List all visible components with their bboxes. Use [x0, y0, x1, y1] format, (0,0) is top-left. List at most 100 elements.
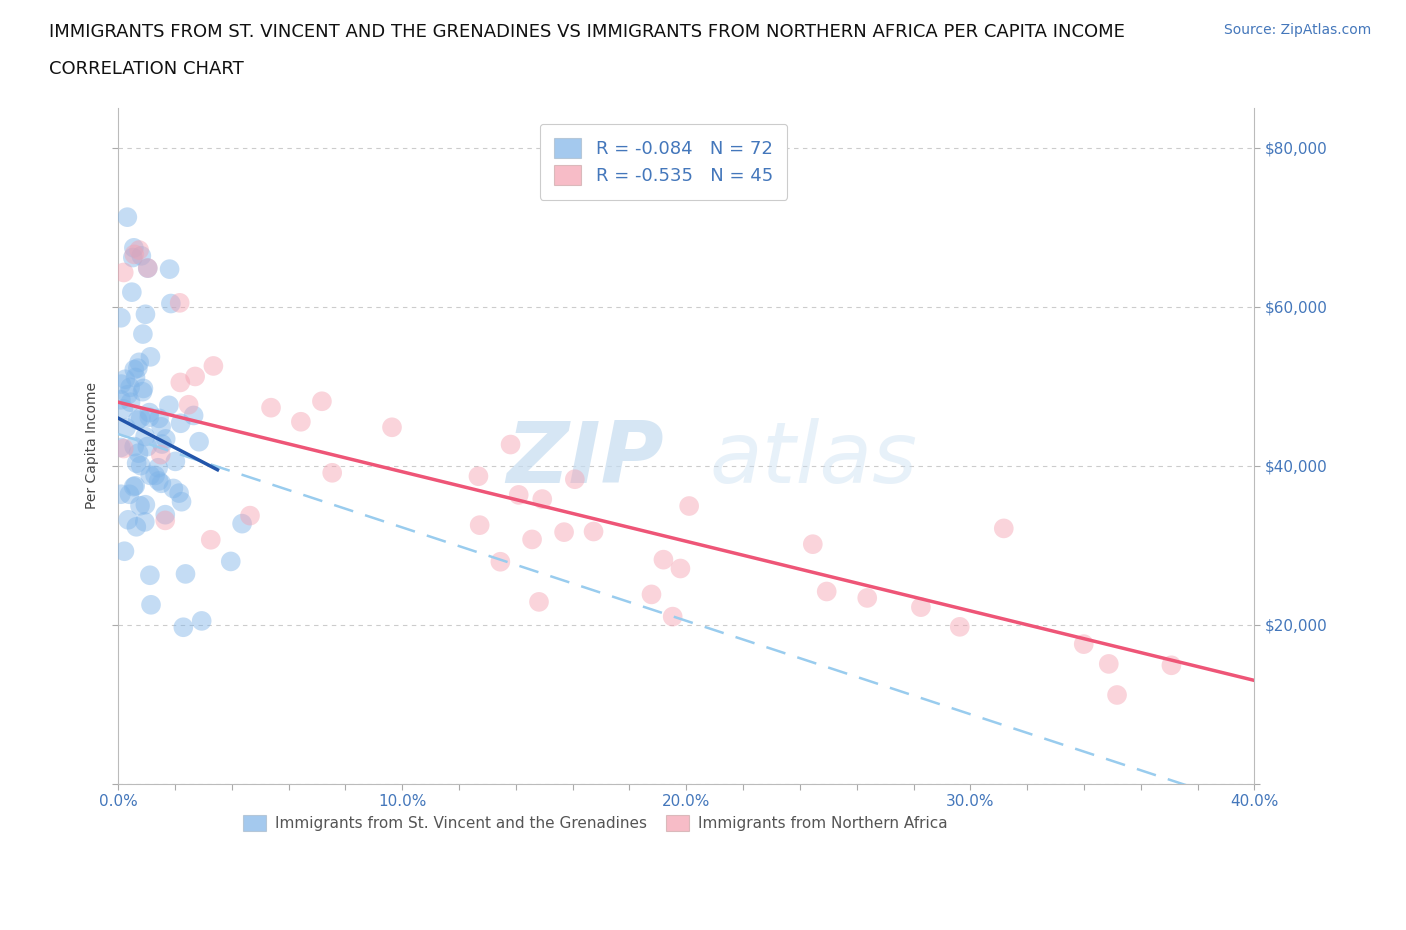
Point	[124, 478, 146, 493]
Point	[219, 554, 242, 569]
Point	[129, 458, 152, 473]
Point	[124, 362, 146, 377]
Point	[129, 498, 152, 513]
Point	[114, 372, 136, 387]
Point	[499, 437, 522, 452]
Text: ZIP: ZIP	[506, 418, 664, 501]
Point	[110, 392, 132, 407]
Point	[678, 498, 700, 513]
Text: CORRELATION CHART: CORRELATION CHART	[49, 60, 245, 78]
Point	[131, 248, 153, 263]
Point	[136, 260, 159, 275]
Point	[117, 210, 139, 225]
Text: atlas: atlas	[709, 418, 917, 501]
Point	[564, 472, 586, 486]
Point	[118, 486, 141, 501]
Point	[640, 587, 662, 602]
Point	[127, 361, 149, 376]
Text: IMMIGRANTS FROM ST. VINCENT AND THE GRENADINES VS IMMIGRANTS FROM NORTHERN AFRIC: IMMIGRANTS FROM ST. VINCENT AND THE GREN…	[49, 23, 1125, 41]
Point	[169, 296, 191, 311]
Point	[155, 507, 177, 522]
Point	[134, 498, 156, 512]
Point	[112, 441, 135, 456]
Point	[150, 476, 173, 491]
Point	[489, 554, 512, 569]
Point	[190, 614, 212, 629]
Point	[110, 311, 132, 325]
Point	[110, 377, 132, 392]
Point	[165, 454, 187, 469]
Point	[136, 439, 159, 454]
Point	[553, 525, 575, 539]
Point	[231, 516, 253, 531]
Point	[508, 487, 530, 502]
Point	[128, 243, 150, 258]
Point	[669, 561, 692, 576]
Point	[381, 419, 404, 434]
Point	[148, 473, 170, 488]
Point	[148, 411, 170, 426]
Point	[139, 468, 162, 483]
Point	[138, 410, 160, 425]
Point	[120, 394, 142, 409]
Point	[128, 355, 150, 370]
Point	[202, 358, 225, 373]
Point	[169, 416, 191, 431]
Point	[146, 460, 169, 475]
Point	[134, 307, 156, 322]
Point	[122, 240, 145, 255]
Point	[134, 514, 156, 529]
Point	[531, 492, 554, 507]
Point	[117, 387, 139, 402]
Point	[110, 486, 132, 501]
Point	[1098, 657, 1121, 671]
Point	[112, 265, 135, 280]
Point	[139, 568, 162, 583]
Point	[160, 296, 183, 311]
Point	[110, 440, 132, 455]
Point	[115, 420, 138, 435]
Point	[815, 584, 838, 599]
Point	[117, 512, 139, 527]
Point	[125, 456, 148, 471]
Point	[155, 432, 177, 446]
Point	[121, 285, 143, 299]
Point	[801, 537, 824, 551]
Point	[652, 552, 675, 567]
Point	[949, 619, 972, 634]
Point	[172, 619, 194, 634]
Point	[468, 518, 491, 533]
Point	[139, 350, 162, 365]
Point	[132, 381, 155, 396]
Point	[121, 250, 143, 265]
Point	[184, 369, 207, 384]
Point	[132, 326, 155, 341]
Point	[124, 370, 146, 385]
Point	[139, 597, 162, 612]
Point	[143, 468, 166, 483]
Point	[467, 469, 489, 484]
Point	[125, 519, 148, 534]
Point	[157, 398, 180, 413]
Point	[120, 380, 142, 395]
Point	[188, 434, 211, 449]
Point	[159, 261, 181, 276]
Point	[177, 397, 200, 412]
Legend: Immigrants from St. Vincent and the Grenadines, Immigrants from Northern Africa: Immigrants from St. Vincent and the Gren…	[238, 809, 953, 837]
Point	[183, 408, 205, 423]
Point	[124, 247, 146, 262]
Point	[162, 481, 184, 496]
Point	[910, 600, 932, 615]
Point	[131, 384, 153, 399]
Point	[239, 508, 262, 523]
Point	[290, 414, 312, 429]
Point	[1105, 687, 1128, 702]
Point	[122, 479, 145, 494]
Point	[1160, 658, 1182, 672]
Point	[260, 400, 283, 415]
Point	[129, 410, 152, 425]
Point	[136, 260, 159, 275]
Point	[321, 465, 343, 480]
Point	[311, 393, 333, 408]
Point	[112, 402, 135, 417]
